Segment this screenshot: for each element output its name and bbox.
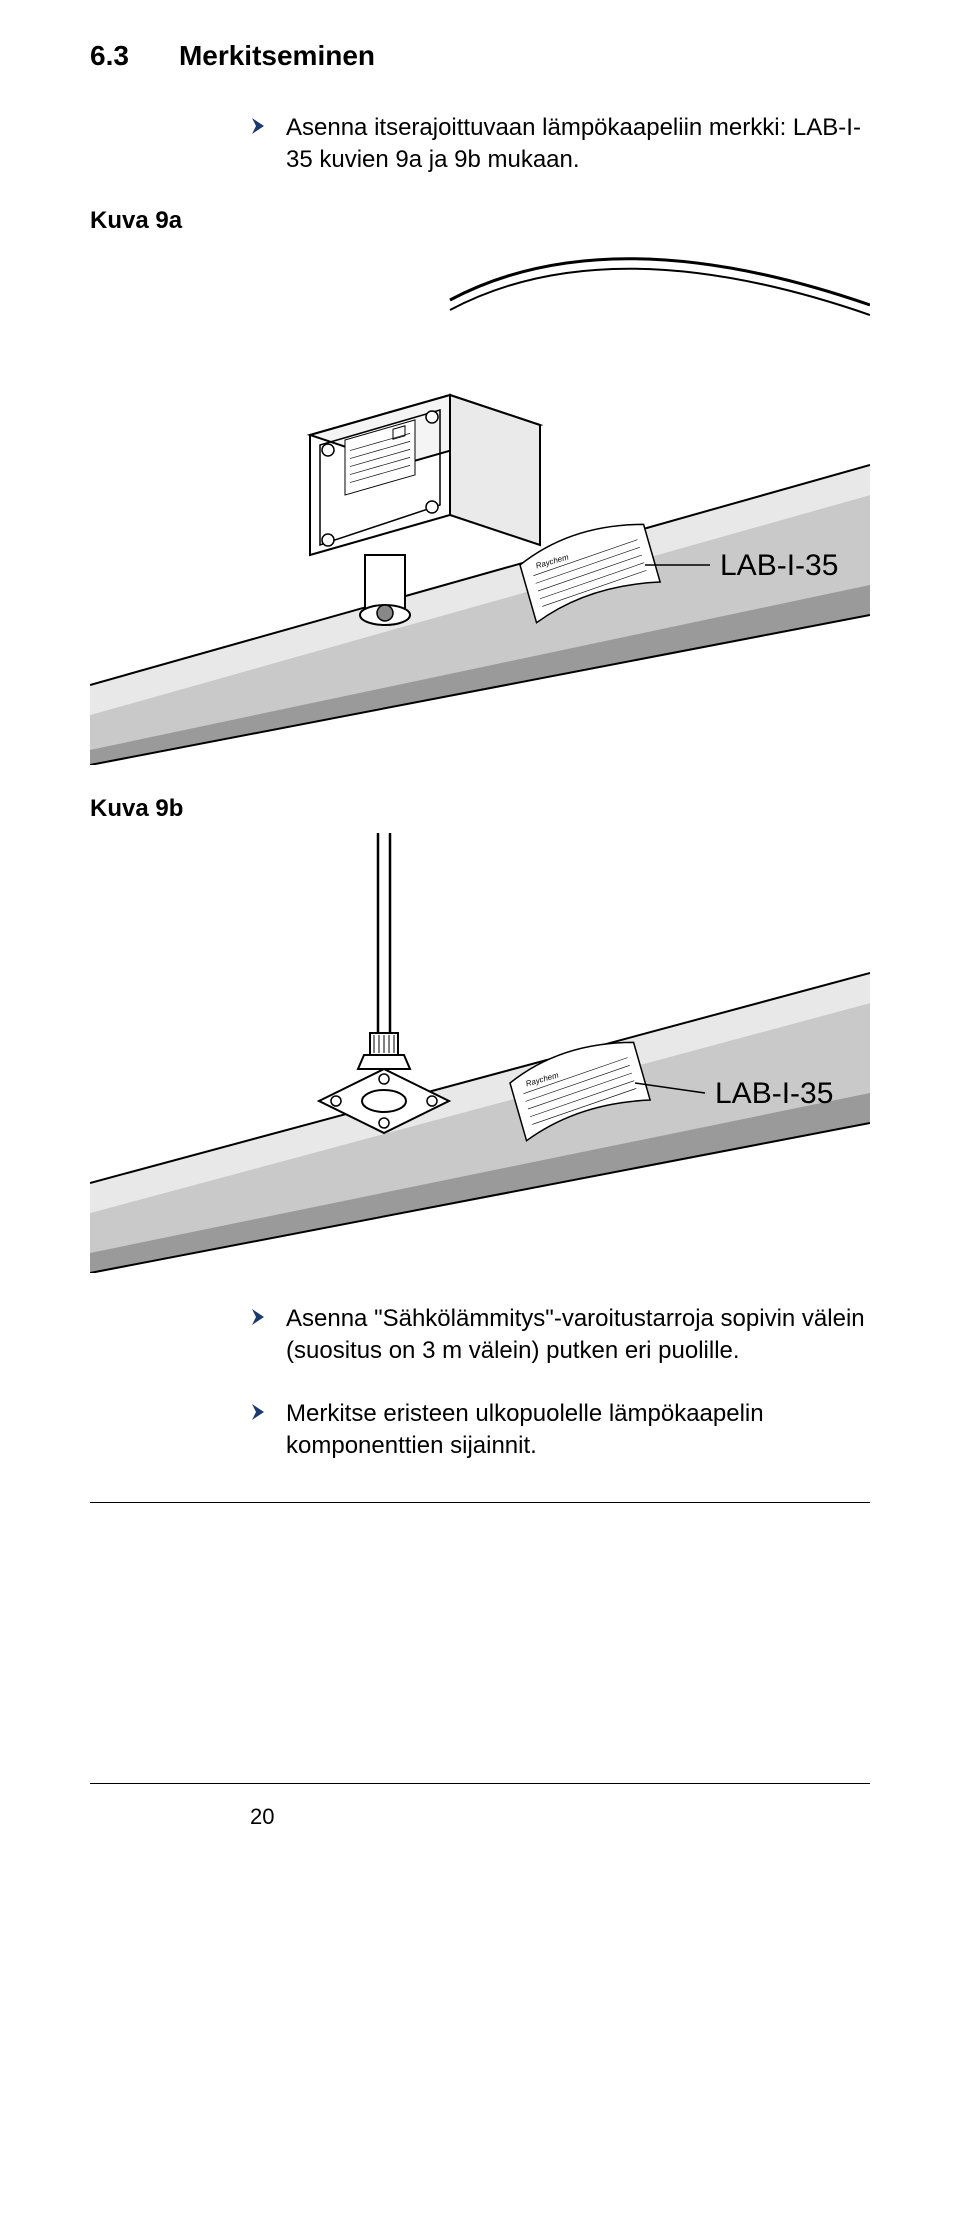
figure-9a-callout: LAB-I-35 <box>720 549 838 582</box>
section-header: 6.3 Merkitseminen <box>90 40 870 72</box>
section-title: Merkitseminen <box>179 40 375 72</box>
bullet-item: Asenna "Sähkölämmitys"-varoitustarroja s… <box>250 1303 870 1368</box>
bullet-item: Merkitse eristeen ulkopuolelle lämpökaap… <box>250 1398 870 1463</box>
arrow-bullet-icon <box>250 1402 268 1422</box>
figure-9b: Raychem LAB-I-35 <box>90 833 870 1273</box>
arrow-bullet-icon <box>250 116 268 136</box>
figure-label-9a: Kuva 9a <box>90 207 870 235</box>
bullet-text: Asenna itserajoittuvaan lämpökaapeliin m… <box>286 112 870 177</box>
bullet-text: Asenna "Sähkölämmitys"-varoitustarroja s… <box>286 1303 870 1368</box>
section-number: 6.3 <box>90 40 129 72</box>
arrow-bullet-icon <box>250 1307 268 1327</box>
page-number: 20 <box>250 1804 870 1830</box>
figure-9b-svg: Raychem LAB-I-35 <box>90 833 870 1273</box>
footer: 20 <box>90 1502 870 1830</box>
figure-9a: Raychem LAB-I-35 <box>90 245 870 765</box>
bullet-text: Merkitse eristeen ulkopuolelle lämpökaap… <box>286 1398 870 1463</box>
figure-9b-callout: LAB-I-35 <box>715 1077 833 1110</box>
bullet-item: Asenna itserajoittuvaan lämpökaapeliin m… <box>250 112 870 177</box>
figure-label-9b: Kuva 9b <box>90 795 870 823</box>
figure-9a-svg: Raychem LAB-I-35 <box>90 245 870 765</box>
